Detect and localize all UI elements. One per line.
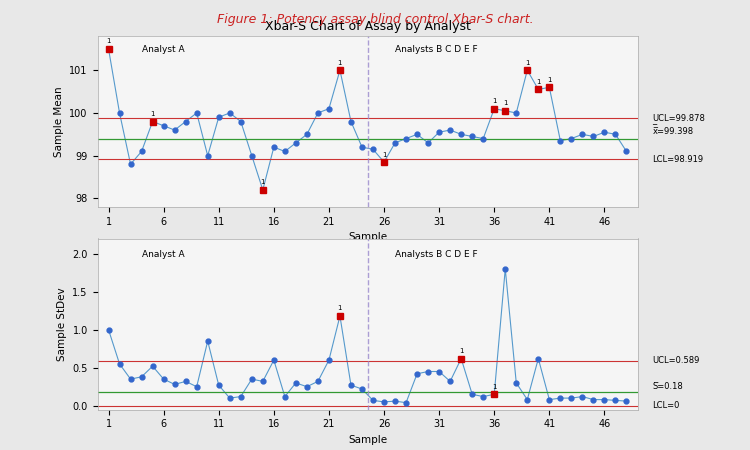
Text: Figure 1: Potency assay blind control Xbar-S chart.: Figure 1: Potency assay blind control Xb…	[217, 14, 533, 27]
Text: Analyst A: Analyst A	[142, 250, 184, 259]
Text: 1: 1	[492, 384, 496, 390]
Text: x̅=99.398: x̅=99.398	[652, 127, 694, 136]
Text: 1: 1	[459, 348, 464, 354]
Text: LCL=98.919: LCL=98.919	[652, 155, 704, 164]
Text: 1: 1	[260, 180, 265, 185]
Text: Analyst A: Analyst A	[142, 45, 184, 54]
Title: Xbar-S Chart of Assay by Analyst: Xbar-S Chart of Assay by Analyst	[265, 20, 470, 33]
X-axis label: Sample: Sample	[348, 232, 387, 242]
Y-axis label: Sample StDev: Sample StDev	[57, 287, 67, 361]
Text: Analysts B C D E F: Analysts B C D E F	[395, 250, 478, 259]
Text: ‾: ‾	[652, 124, 657, 133]
Text: UCL=99.878: UCL=99.878	[652, 114, 705, 123]
X-axis label: Sample: Sample	[348, 435, 387, 445]
Text: 1: 1	[525, 60, 530, 66]
Text: 1: 1	[547, 77, 551, 83]
Text: 1: 1	[492, 98, 496, 104]
Text: 1: 1	[536, 79, 541, 85]
Text: 1: 1	[338, 306, 342, 311]
Y-axis label: Sample Mean: Sample Mean	[54, 86, 64, 157]
Text: UCL=0.589: UCL=0.589	[652, 356, 700, 365]
Text: 1: 1	[106, 38, 111, 44]
Text: Analysts B C D E F: Analysts B C D E F	[395, 45, 478, 54]
Text: S̅=0.18: S̅=0.18	[652, 382, 683, 391]
Text: 1: 1	[338, 60, 342, 66]
Text: 1: 1	[382, 152, 386, 158]
Text: LCL=0: LCL=0	[652, 401, 680, 410]
Text: 1: 1	[150, 111, 154, 117]
Text: 1: 1	[503, 100, 508, 106]
